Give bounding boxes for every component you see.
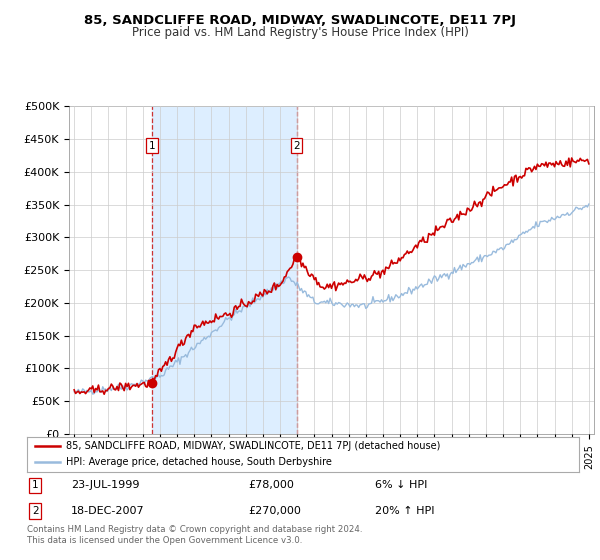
Text: Price paid vs. HM Land Registry's House Price Index (HPI): Price paid vs. HM Land Registry's House …: [131, 26, 469, 39]
Text: 20% ↑ HPI: 20% ↑ HPI: [375, 506, 434, 516]
Text: £270,000: £270,000: [248, 506, 301, 516]
Text: 1: 1: [32, 480, 38, 490]
Text: 18-DEC-2007: 18-DEC-2007: [71, 506, 145, 516]
Text: 6% ↓ HPI: 6% ↓ HPI: [375, 480, 427, 490]
Text: 2: 2: [32, 506, 38, 516]
Text: 2: 2: [293, 141, 300, 151]
Text: Contains HM Land Registry data © Crown copyright and database right 2024.
This d: Contains HM Land Registry data © Crown c…: [27, 525, 362, 545]
Text: 85, SANDCLIFFE ROAD, MIDWAY, SWADLINCOTE, DE11 7PJ: 85, SANDCLIFFE ROAD, MIDWAY, SWADLINCOTE…: [84, 14, 516, 27]
Bar: [152, 106, 296, 434]
Text: £78,000: £78,000: [248, 480, 293, 490]
Text: 85, SANDCLIFFE ROAD, MIDWAY, SWADLINCOTE, DE11 7PJ (detached house): 85, SANDCLIFFE ROAD, MIDWAY, SWADLINCOTE…: [65, 441, 440, 451]
Text: 1: 1: [149, 141, 155, 151]
Text: HPI: Average price, detached house, South Derbyshire: HPI: Average price, detached house, Sout…: [65, 457, 332, 467]
Text: 23-JUL-1999: 23-JUL-1999: [71, 480, 140, 490]
